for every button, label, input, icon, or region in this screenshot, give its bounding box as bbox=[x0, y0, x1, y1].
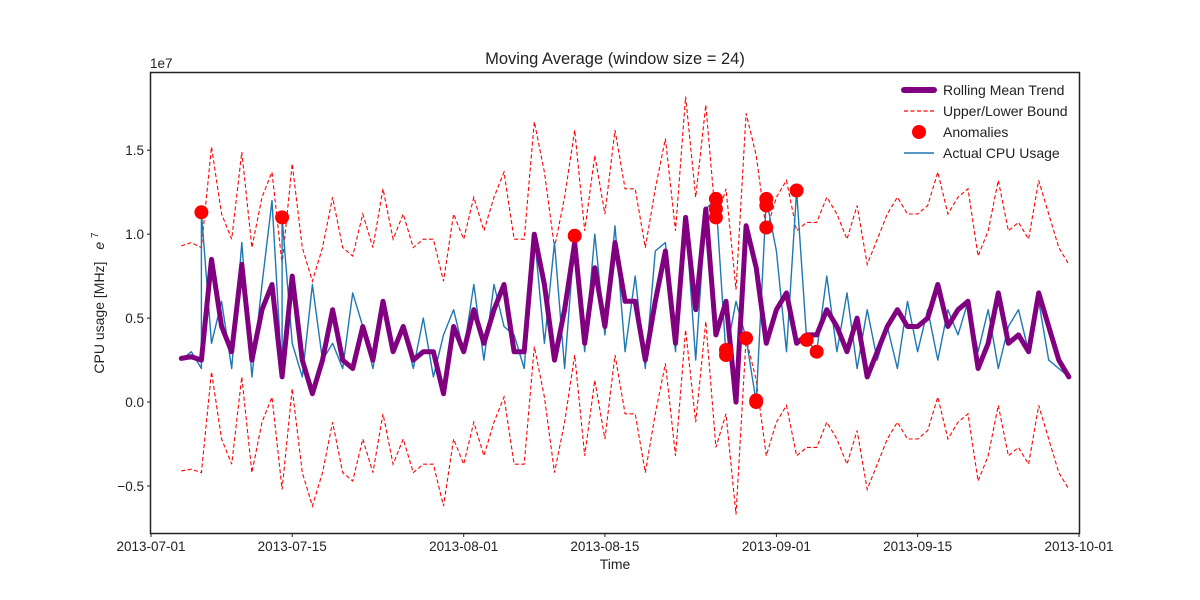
axes-frame bbox=[149, 71, 1081, 535]
legend-actual-label: Actual CPU Usage bbox=[943, 145, 1060, 161]
y-tick-label: 1.5 bbox=[125, 143, 144, 158]
x-tick-label: 2013-09-15 bbox=[883, 539, 952, 554]
legend: Rolling Mean Trend Upper/Lower Bound Ano… bbox=[901, 82, 1068, 161]
y-tick-label: 0.5 bbox=[125, 311, 144, 326]
legend-bound-label: Upper/Lower Bound bbox=[943, 103, 1068, 119]
x-tick-label: 2013-08-01 bbox=[429, 539, 498, 554]
y-axis-ticks: −0.5 0.0 0.5 1.0 1.5 bbox=[117, 143, 151, 494]
anomaly-point bbox=[809, 344, 824, 359]
rolling-mean-line bbox=[178, 206, 1072, 405]
x-tick-label: 2013-10-01 bbox=[1044, 539, 1113, 554]
y-offset-text: 1e7 bbox=[150, 56, 173, 71]
legend-anomalies-label: Anomalies bbox=[943, 124, 1008, 140]
anomaly-point bbox=[708, 210, 723, 225]
y-tick-label: 1.0 bbox=[125, 227, 144, 242]
anomaly-point bbox=[759, 198, 774, 213]
chart-title: Moving Average (window size = 24) bbox=[485, 50, 745, 68]
anomaly-point bbox=[759, 220, 774, 235]
y-axis-label-main: CPU usage [MHz] bbox=[91, 262, 107, 374]
x-tick-label: 2013-07-01 bbox=[116, 539, 185, 554]
anomaly-point bbox=[275, 210, 290, 225]
x-axis-ticks: 2013-07-01 2013-07-15 2013-08-01 2013-08-15… bbox=[116, 533, 1114, 554]
axes: 2013-07-01 2013-07-15 2013-08-01 2013-08-15… bbox=[116, 143, 1113, 554]
y-tick-label: 0.0 bbox=[125, 395, 144, 410]
anomaly-point bbox=[194, 205, 209, 220]
svg-text:CPU usage [MHz] e: CPU usage [MHz] e 7 bbox=[90, 232, 107, 374]
y-axis-label-e: e bbox=[91, 242, 107, 250]
y-axis-label-exponent: 7 bbox=[90, 232, 101, 238]
x-tick-label: 2013-09-01 bbox=[742, 539, 811, 554]
legend-rolling-mean-label: Rolling Mean Trend bbox=[943, 82, 1064, 98]
legend-anomalies-swatch bbox=[912, 125, 926, 139]
upper-bound-line bbox=[181, 96, 1070, 290]
anomaly-point bbox=[799, 332, 814, 347]
plot-area bbox=[178, 96, 1072, 515]
anomaly-point bbox=[708, 191, 723, 206]
x-tick-label: 2013-08-15 bbox=[570, 539, 639, 554]
lower-bound-line bbox=[181, 321, 1070, 515]
y-axis-label: CPU usage [MHz] e 7 bbox=[90, 232, 107, 374]
x-tick-label: 2013-07-15 bbox=[258, 539, 327, 554]
anomaly-point bbox=[749, 393, 764, 408]
y-tick-label: −0.5 bbox=[117, 479, 144, 494]
anomaly-point bbox=[567, 228, 582, 243]
anomaly-point bbox=[719, 348, 733, 362]
actual-cpu-usage-line bbox=[180, 189, 1070, 403]
anomaly-point bbox=[739, 331, 754, 346]
x-axis-label: Time bbox=[600, 556, 631, 572]
anomaly-point bbox=[789, 183, 804, 198]
